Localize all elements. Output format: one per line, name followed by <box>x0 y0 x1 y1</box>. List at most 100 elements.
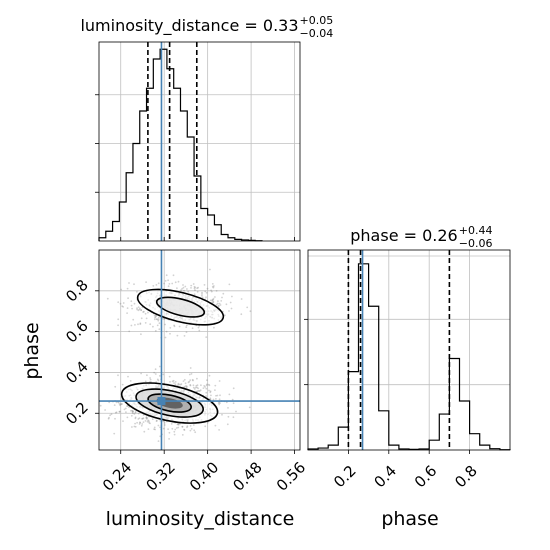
scatter-point <box>164 280 167 282</box>
scatter-point <box>155 315 158 317</box>
scatter-point <box>180 289 182 292</box>
x-axis-label-lumdist: luminosity_distance <box>106 508 295 530</box>
scatter-point <box>183 428 186 431</box>
scatter-point <box>140 372 143 375</box>
scatter-point <box>219 304 222 306</box>
scatter-point <box>218 398 221 401</box>
scatter-point <box>192 379 194 382</box>
x-tick-label: 0.48 <box>229 458 265 494</box>
scatter-point <box>209 299 212 302</box>
scatter-point <box>213 326 215 329</box>
phase-title-upper-error: +0.44 <box>459 224 493 237</box>
scatter-point <box>175 427 178 429</box>
scatter-point <box>185 331 188 333</box>
scatter-point <box>176 423 179 426</box>
lumdist-hist-panel: luminosity_distance = 0.33 +0.05 −0.04 <box>80 14 333 242</box>
scatter-point <box>208 374 211 377</box>
x-tick-label: 0.56 <box>273 458 309 494</box>
scatter-point <box>155 284 158 286</box>
scatter-point <box>215 290 218 292</box>
scatter-point <box>209 390 212 393</box>
scatter-point <box>206 421 209 424</box>
scatter-point <box>138 417 141 420</box>
scatter-point <box>162 420 165 423</box>
scatter-point <box>201 296 204 299</box>
scatter-point <box>205 296 207 299</box>
scatter-point <box>179 423 181 425</box>
scatter-point <box>212 286 215 289</box>
scatter-point <box>127 375 129 378</box>
scatter-point <box>113 404 116 406</box>
scatter-point <box>157 319 160 322</box>
scatter-point <box>130 414 133 417</box>
contour-line <box>136 288 225 326</box>
scatter-point <box>159 435 162 438</box>
scatter-point <box>114 417 116 420</box>
scatter-point <box>149 422 151 425</box>
scatter-point <box>197 389 200 392</box>
scatter-point <box>163 282 166 285</box>
scatter-point <box>144 312 147 315</box>
scatter-point <box>136 307 138 309</box>
scatter-point <box>220 300 223 302</box>
scatter-point <box>117 401 120 404</box>
scatter-point <box>196 377 198 380</box>
scatter-point <box>205 384 208 387</box>
y-tick-label: 0.6 <box>62 317 92 347</box>
scatter-point <box>143 310 145 313</box>
x-tick-label: 0.6 <box>411 462 441 492</box>
scatter-point <box>106 297 109 300</box>
scatter-point <box>157 318 160 321</box>
phase-title-lower-error: −0.06 <box>459 237 493 250</box>
scatter-point <box>122 306 124 308</box>
scatter-point <box>195 384 198 387</box>
scatter-point <box>140 309 143 312</box>
scatter-point <box>181 287 184 290</box>
scatter-point <box>225 303 228 306</box>
scatter-point <box>132 318 135 321</box>
scatter-point <box>190 287 192 289</box>
scatter-point <box>145 416 148 419</box>
scatter-point <box>134 411 137 414</box>
scatter-point <box>219 402 221 404</box>
scatter-point <box>196 390 199 392</box>
scatter-point <box>115 401 118 404</box>
scatter-point <box>183 335 186 337</box>
lumdist-histogram-step <box>98 48 263 242</box>
scatter-point <box>246 306 249 309</box>
scatter-point <box>156 324 159 327</box>
scatter-point <box>114 385 117 388</box>
scatter-point <box>124 407 127 410</box>
scatter-point <box>168 375 171 378</box>
joint-frame <box>98 249 301 451</box>
scatter-point <box>225 401 228 404</box>
scatter-point <box>212 297 215 300</box>
scatter-point <box>205 395 208 397</box>
scatter-point <box>191 378 194 381</box>
scatter-point <box>168 431 171 434</box>
scatter-point <box>119 404 121 407</box>
scatter-point <box>154 316 156 319</box>
scatter-point <box>139 307 141 310</box>
scatter-point <box>136 308 139 311</box>
scatter-point <box>189 384 192 386</box>
scatter-point <box>147 311 149 314</box>
scatter-point <box>197 387 200 390</box>
scatter-point <box>177 426 180 429</box>
scatter-point <box>196 386 198 389</box>
scatter-point <box>215 303 218 306</box>
scatter-point <box>177 423 180 426</box>
scatter-point <box>127 297 129 300</box>
scatter-point <box>164 336 167 339</box>
scatter-point <box>192 283 195 285</box>
scatter-point <box>185 385 187 387</box>
scatter-point <box>217 305 220 308</box>
scatter-point <box>183 289 185 292</box>
x-tick-label: 0.4 <box>370 462 400 492</box>
scatter-point <box>139 421 141 424</box>
scatter-point <box>182 380 185 382</box>
scatter-point <box>212 301 215 304</box>
scatter-point <box>190 428 193 430</box>
scatter-point <box>167 279 170 282</box>
scatter-point <box>140 309 143 311</box>
